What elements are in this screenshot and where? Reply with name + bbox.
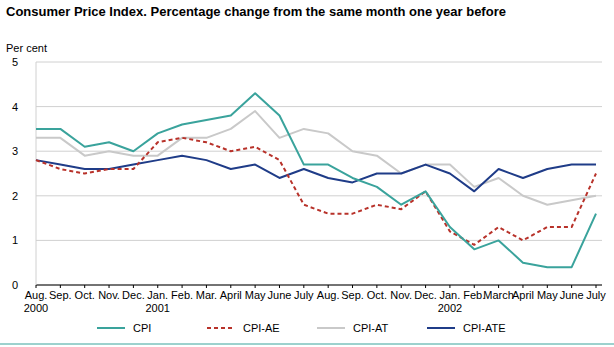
x-tick-label: June [268, 289, 292, 301]
legend-swatch [317, 327, 345, 329]
x-tick-label: Jan.2001 [145, 289, 169, 314]
x-tick-label: May [245, 289, 266, 301]
x-tick-label: Aug. [317, 289, 340, 301]
legend-swatch [97, 327, 125, 329]
x-tick-label: April [220, 289, 242, 301]
x-tick-label: Oct. [367, 289, 387, 301]
x-tick-label: Dec. [122, 289, 145, 301]
y-tick-label: 0 [12, 279, 18, 291]
x-tick-label: Feb. [463, 289, 485, 301]
x-tick-label: April [512, 289, 534, 301]
y-axis [36, 62, 37, 285]
grid-line [36, 240, 602, 241]
y-axis-label: Per cent [6, 42, 47, 54]
legend-label: CPI-ATE [463, 322, 506, 334]
grid-line [36, 151, 602, 152]
chart: Consumer Price Index. Percentage change … [0, 0, 614, 347]
bottom-rule [0, 344, 614, 345]
x-tick [522, 285, 523, 288]
x-tick [303, 285, 304, 288]
x-tick [352, 285, 353, 288]
grid-line [36, 195, 602, 196]
series-line [36, 138, 596, 245]
x-tick [376, 285, 377, 288]
x-tick-label-part: 2000 [24, 302, 48, 314]
legend-label: CPI [133, 322, 151, 334]
x-tick-label: Oct. [75, 289, 95, 301]
x-tick-label: Feb. [171, 289, 193, 301]
grid-line [36, 62, 602, 63]
x-tick-label: Nov. [98, 289, 120, 301]
legend-label: CPI-AT [353, 322, 389, 334]
x-tick-label: June [560, 289, 584, 301]
legend-swatch [427, 327, 455, 329]
grid-line [36, 285, 602, 286]
grid-line [36, 106, 602, 107]
x-tick [547, 285, 548, 288]
x-tick-label-part: Aug. [25, 289, 48, 301]
x-tick [230, 285, 231, 288]
legend-label: CPI-AE [243, 322, 280, 334]
x-tick [36, 285, 37, 288]
x-tick [279, 285, 280, 288]
x-tick-label: May [537, 289, 558, 301]
x-tick-label-part: 2002 [438, 302, 462, 314]
plot-area [36, 93, 596, 267]
x-tick-label: Aug.2000 [24, 289, 48, 314]
x-tick [255, 285, 256, 288]
x-tick [474, 285, 475, 288]
x-tick-label: July [586, 289, 606, 301]
x-tick-label: Sep. [341, 289, 364, 301]
x-tick [206, 285, 207, 288]
legend-swatch [207, 327, 235, 329]
x-tick-label: Mar. [196, 289, 217, 301]
series-line [36, 111, 596, 205]
x-tick [449, 285, 450, 288]
x-axis [36, 285, 602, 286]
series-line [36, 156, 596, 192]
x-tick [498, 285, 499, 288]
x-tick-label: Jan.2002 [438, 289, 462, 314]
title: Consumer Price Index. Percentage change … [6, 4, 506, 19]
y-tick-label: 2 [12, 190, 18, 202]
x-tick [401, 285, 402, 288]
x-tick-label: Nov. [390, 289, 412, 301]
x-tick [60, 285, 61, 288]
y-tick-label: 1 [12, 234, 18, 246]
x-tick-label: March [483, 289, 514, 301]
x-tick-label: Dec. [414, 289, 437, 301]
x-tick [571, 285, 572, 288]
x-tick-label-part: Jan. [440, 289, 461, 301]
x-tick [328, 285, 329, 288]
y-tick-label: 5 [12, 56, 18, 68]
y-tick-label: 3 [12, 145, 18, 157]
series-line [36, 93, 596, 267]
x-tick-label-part: Jan. [147, 289, 168, 301]
x-tick [133, 285, 134, 288]
x-tick [157, 285, 158, 288]
x-tick [596, 285, 597, 288]
x-tick [182, 285, 183, 288]
x-tick-label: Sep. [49, 289, 72, 301]
x-tick [84, 285, 85, 288]
x-tick [425, 285, 426, 288]
x-tick [109, 285, 110, 288]
x-tick-label-part: 2001 [145, 302, 169, 314]
x-tick-label: July [294, 289, 314, 301]
y-tick-label: 4 [12, 101, 18, 113]
